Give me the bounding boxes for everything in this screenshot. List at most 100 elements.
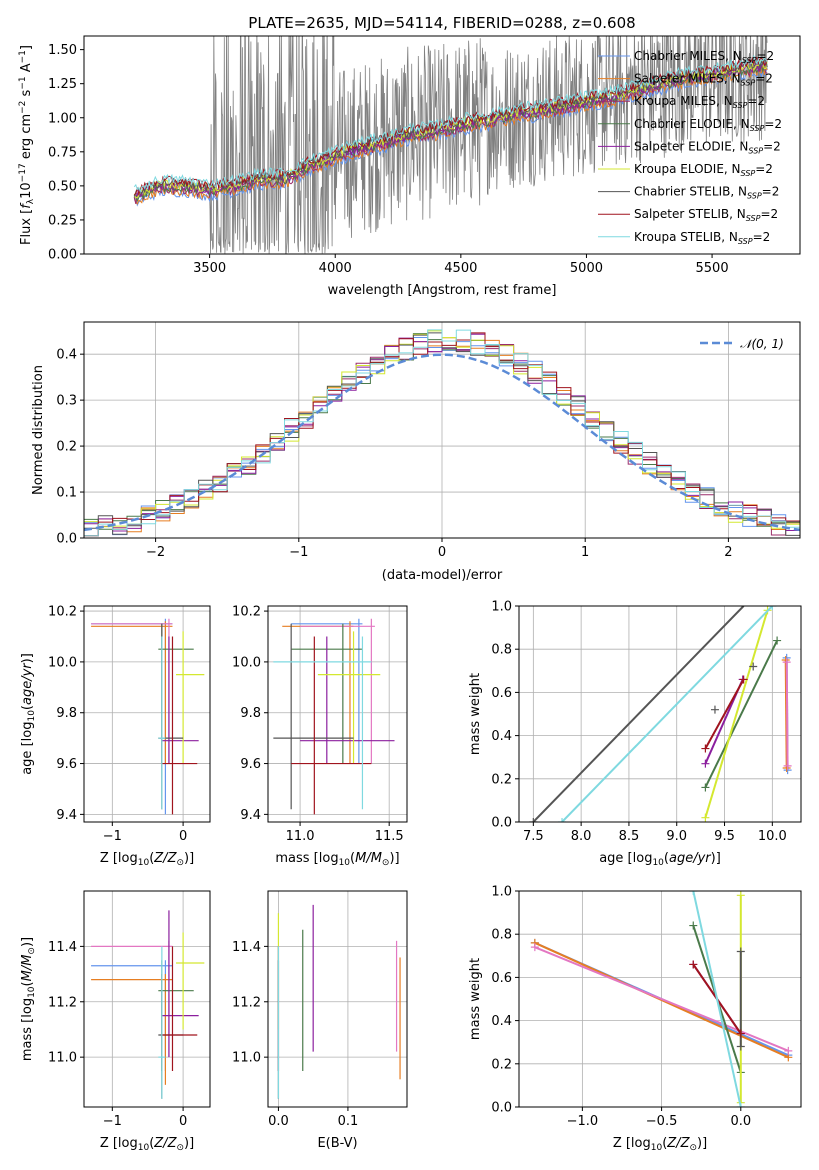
weight-line xyxy=(785,662,789,766)
weight-marker xyxy=(689,960,698,969)
y-tick-label: 0.25 xyxy=(48,213,77,228)
x-tick-label: 9.0 xyxy=(666,829,687,844)
y-tick-label: 0.8 xyxy=(491,928,512,943)
panel-age-vs-Z: −1 0 9.4 9.6 9.8 10.0 10.2 Z [log10(Z/Z⊙)] age [… xyxy=(20,605,211,868)
weight-line xyxy=(561,606,774,822)
y-tick-label: 0.0 xyxy=(491,816,512,831)
weight-marker xyxy=(558,818,567,822)
x-tick-label: 4000 xyxy=(319,261,352,276)
y-tick-label: 11.2 xyxy=(232,995,261,1010)
x-tick-label: 11.5 xyxy=(375,829,404,844)
weight-marker xyxy=(736,891,745,900)
x-tick-label: 3500 xyxy=(193,261,226,276)
spectrum-x-axis-label: wavelength [Angstrom, rest frame] xyxy=(328,283,557,298)
weight-marker xyxy=(710,705,719,714)
y-tick-label: 0.75 xyxy=(48,145,77,160)
x-tick-label: −1 xyxy=(103,829,122,844)
spectrum-ticks: 3500 4000 4500 5000 5500 0.00 0.25 0.50 0.75 1.00… xyxy=(48,43,729,276)
y-tick-label: 11.4 xyxy=(48,940,77,955)
y-tick-label: 0.4 xyxy=(56,348,77,363)
y-tick-label: 10.2 xyxy=(48,605,77,620)
weight-marker xyxy=(736,1042,745,1051)
x-tick-label: −2 xyxy=(146,545,165,560)
errorbar-group xyxy=(91,910,205,1099)
x-tick-label: 4500 xyxy=(444,261,477,276)
spectrum-plot-area xyxy=(133,36,768,254)
spectrum-y-axis-label: Flux [fλ10−17 erg cm−2 s−1 A−1] xyxy=(18,45,36,245)
weight-lines xyxy=(529,606,792,822)
legend-label: Salpeter STELIB, NSSP=2 xyxy=(634,207,778,223)
weight-marker xyxy=(529,818,538,822)
panel-age-vs-mass: 11.0 11.5 9.4 9.6 9.8 10.0 10.2 mass [log10(M/M… xyxy=(232,605,408,868)
x-tick-label: 8.5 xyxy=(619,829,640,844)
weight-marker xyxy=(749,662,758,671)
x-tick-label: 7.5 xyxy=(523,829,544,844)
legend-label: Kroupa STELIB, NSSP=2 xyxy=(634,230,770,246)
x-tick-label: −1.0 xyxy=(567,1114,599,1129)
weight-marker xyxy=(701,759,710,768)
x-tick-label: 0 xyxy=(438,545,446,560)
legend-label: Chabrier ELODIE, NSSP=2 xyxy=(634,117,782,133)
x-axis-label: Z [log10(Z/Z⊙)] xyxy=(100,1136,194,1153)
y-tick-label: 0.0 xyxy=(491,1101,512,1116)
weight-marker xyxy=(689,921,698,930)
weight-marker xyxy=(701,744,710,753)
y-tick-label: 0.00 xyxy=(48,248,77,263)
y-tick-label: 0.4 xyxy=(491,1014,512,1029)
y-tick-label: 0.3 xyxy=(56,394,77,409)
panel-weight-vs-Z: −1.0 −0.5 0.0 0.0 0.2 0.4 0.6 0.8 1.0 Z [log10(Z/… xyxy=(468,885,802,1153)
residuals-plot-area xyxy=(84,329,800,537)
y-tick-label: 1.25 xyxy=(48,77,77,92)
legend-normal-label: 𝒩(0, 1) xyxy=(740,337,784,351)
x-axis-label: Z [log10(Z/Z⊙)] xyxy=(613,1136,707,1153)
errorbar-group xyxy=(91,618,205,815)
y-tick-label: 11.2 xyxy=(48,995,77,1010)
legend-label: Salpeter MILES, NSSP=2 xyxy=(634,72,773,88)
weight-line xyxy=(704,678,745,750)
y-tick-label: 1.00 xyxy=(48,111,77,126)
observed-spectrum-line xyxy=(133,36,768,254)
x-axis-label: age [log10(age/yr)] xyxy=(599,851,721,868)
chart-title: PLATE=2635, MJD=54114, FIBERID=0288, z=0… xyxy=(248,14,635,32)
axes-frame xyxy=(518,890,802,1108)
model-spectrum-line xyxy=(133,57,768,197)
errorbar-group xyxy=(273,618,395,815)
weight-marker xyxy=(689,891,698,895)
model-spectrum-line xyxy=(133,67,768,207)
y-tick-label: 0.6 xyxy=(491,686,512,701)
spectrum-frame xyxy=(83,35,801,255)
normal-reference-curve xyxy=(84,353,800,532)
y-tick-label: 9.8 xyxy=(240,706,261,721)
weight-marker xyxy=(739,675,748,684)
histogram-step xyxy=(84,329,800,537)
x-tick-label: 0.0 xyxy=(730,1114,751,1129)
axes-frame xyxy=(518,605,802,823)
weight-marker xyxy=(736,1103,745,1107)
y-tick-label: 9.4 xyxy=(240,808,261,823)
spectrum-legend: Chabrier MILES, NSSP=2 Salpeter MILES, NS… xyxy=(598,49,782,246)
residuals-ticks: −2 −1 0 1 2 0.0 0.1 0.2 0.3 0.4 xyxy=(56,348,732,560)
y-tick-label: 1.0 xyxy=(491,600,512,615)
x-axis-label: Z [log10(Z/Z⊙)] xyxy=(100,851,194,868)
weight-marker xyxy=(736,947,745,956)
x-tick-label: 5000 xyxy=(570,261,603,276)
weight-marker xyxy=(783,761,792,770)
weight-marker xyxy=(768,606,777,610)
panel-spectrum: PLATE=2635, MJD=54114, FIBERID=0288, z=0… xyxy=(18,14,801,298)
axes-frame xyxy=(267,605,408,823)
y-tick-label: 0.1 xyxy=(56,486,77,501)
legend-label: Kroupa ELODIE, NSSP=2 xyxy=(634,162,773,178)
x-tick-label: −1 xyxy=(289,545,308,560)
x-tick-label: 5500 xyxy=(696,261,729,276)
x-tick-label: 8.0 xyxy=(571,829,592,844)
weight-line xyxy=(704,610,769,818)
weight-line xyxy=(534,946,789,1052)
x-tick-label: 10.0 xyxy=(758,829,787,844)
x-axis-label: E(B-V) xyxy=(317,1136,357,1151)
weight-lines xyxy=(530,891,793,1107)
x-tick-label: 0.1 xyxy=(338,1114,359,1129)
y-tick-label: 9.8 xyxy=(56,706,77,721)
y-tick-label: 1.0 xyxy=(491,885,512,900)
residuals-x-axis-label: (data-model)/error xyxy=(382,568,503,583)
y-tick-label: 10.2 xyxy=(232,605,261,620)
